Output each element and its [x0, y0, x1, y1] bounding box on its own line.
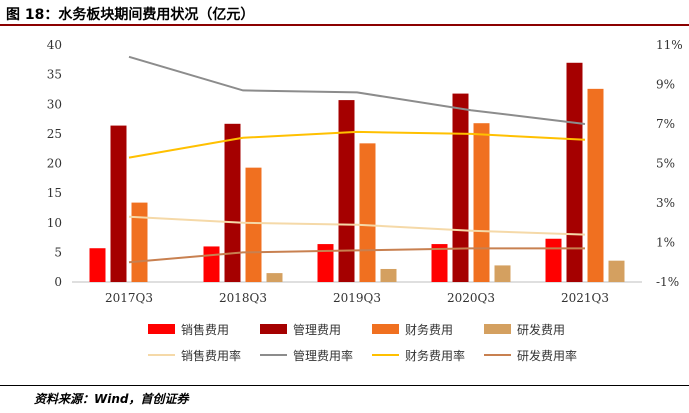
y-tick-label: 10 [47, 216, 62, 230]
bar [266, 273, 283, 282]
bar [359, 143, 376, 282]
bar [545, 238, 562, 282]
chart: 0 5 10 15 20 25 30 35 40 -1% 1% 3% 5% 7% 9% 11% 2017Q3 20… [47, 38, 683, 363]
y-tick-label: 30 [47, 97, 62, 111]
legend-swatch [260, 324, 287, 334]
chart-title: 图 18：水务板块期间费用状况（亿元） [6, 7, 255, 23]
bar [317, 244, 334, 282]
bar [452, 93, 469, 283]
x-tick-label: 2018Q3 [219, 291, 267, 305]
bar [89, 248, 106, 282]
legend-label: 研发费用率 [517, 348, 577, 363]
y-tick-label: 5 [54, 245, 62, 259]
source-note: 资料来源：Wind，首创证券 [34, 392, 189, 406]
y-tick-label: 40 [47, 38, 62, 52]
y-tick-label: 0 [54, 275, 62, 289]
y2-tick-label: 5% [656, 157, 675, 171]
bar [473, 123, 490, 283]
bar [203, 246, 220, 282]
y2-tick-label: -1% [656, 275, 679, 289]
legend-label: 财务费用率 [405, 348, 465, 363]
legend-label: 销售费用率 [181, 348, 241, 363]
y2-tick-label: 3% [656, 196, 675, 210]
bar [110, 125, 127, 282]
series-line [128, 247, 585, 264]
x-tick-label: 2021Q3 [561, 291, 609, 305]
bar [380, 268, 397, 282]
y2-tick-label: 11% [656, 38, 683, 52]
legend-swatch [372, 324, 399, 334]
y2-tick-label: 7% [656, 117, 675, 131]
legend-swatch [484, 324, 511, 334]
y-tick-label: 35 [47, 68, 62, 82]
legend-label: 销售费用 [181, 322, 229, 337]
x-tick-label: 2020Q3 [447, 291, 495, 305]
bar [608, 260, 625, 282]
legend-swatch [148, 324, 175, 334]
series-line [128, 215, 586, 236]
y2-tick-label: 9% [656, 78, 675, 92]
y-tick-label: 20 [47, 157, 62, 171]
bar [494, 265, 511, 282]
x-tick-label: 2017Q3 [105, 291, 153, 305]
bar [566, 62, 583, 283]
source-divider [0, 385, 689, 386]
bar [131, 202, 148, 282]
bar [224, 123, 241, 283]
series-line [128, 130, 586, 159]
legend-label: 研发费用 [517, 322, 565, 337]
title-divider [0, 24, 689, 26]
legend-label: 管理费用率 [293, 348, 353, 363]
legend-label: 管理费用 [293, 322, 341, 337]
legend-label: 财务费用 [405, 322, 453, 337]
y-tick-label: 15 [47, 186, 62, 200]
bar [245, 167, 262, 282]
x-tick-label: 2019Q3 [333, 291, 381, 305]
y2-tick-label: 1% [656, 236, 675, 250]
bar [338, 100, 355, 282]
bar [587, 88, 604, 282]
series-line [128, 55, 586, 125]
bar [431, 244, 448, 282]
y-tick-label: 25 [47, 127, 62, 141]
